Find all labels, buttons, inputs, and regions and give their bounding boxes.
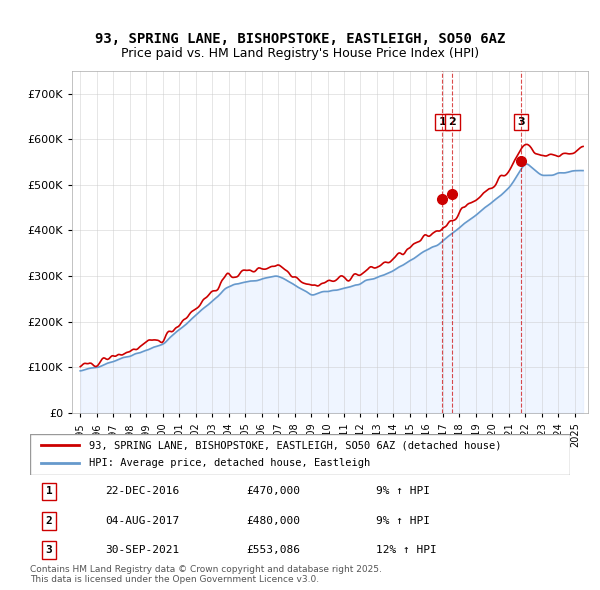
- Text: 1: 1: [439, 117, 446, 127]
- Text: 93, SPRING LANE, BISHOPSTOKE, EASTLEIGH, SO50 6AZ: 93, SPRING LANE, BISHOPSTOKE, EASTLEIGH,…: [95, 32, 505, 47]
- Text: 3: 3: [517, 117, 525, 127]
- Text: HPI: Average price, detached house, Eastleigh: HPI: Average price, detached house, East…: [89, 458, 371, 468]
- Text: 3: 3: [46, 545, 52, 555]
- Text: 93, SPRING LANE, BISHOPSTOKE, EASTLEIGH, SO50 6AZ (detached house): 93, SPRING LANE, BISHOPSTOKE, EASTLEIGH,…: [89, 440, 502, 450]
- Text: 2: 2: [449, 117, 457, 127]
- Text: 1: 1: [46, 486, 52, 496]
- FancyBboxPatch shape: [30, 434, 570, 475]
- Text: 30-SEP-2021: 30-SEP-2021: [106, 545, 180, 555]
- Text: £480,000: £480,000: [246, 516, 300, 526]
- Text: £470,000: £470,000: [246, 486, 300, 496]
- Text: 9% ↑ HPI: 9% ↑ HPI: [376, 516, 430, 526]
- Text: 04-AUG-2017: 04-AUG-2017: [106, 516, 180, 526]
- Text: £553,086: £553,086: [246, 545, 300, 555]
- Text: 12% ↑ HPI: 12% ↑ HPI: [376, 545, 436, 555]
- Text: 22-DEC-2016: 22-DEC-2016: [106, 486, 180, 496]
- Text: 2: 2: [46, 516, 52, 526]
- Text: Price paid vs. HM Land Registry's House Price Index (HPI): Price paid vs. HM Land Registry's House …: [121, 47, 479, 60]
- Text: 9% ↑ HPI: 9% ↑ HPI: [376, 486, 430, 496]
- Text: Contains HM Land Registry data © Crown copyright and database right 2025.
This d: Contains HM Land Registry data © Crown c…: [30, 565, 382, 584]
